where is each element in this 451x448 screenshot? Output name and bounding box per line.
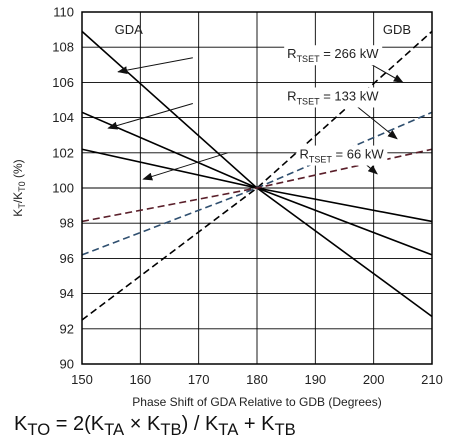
- y-tick-label: 104: [52, 110, 74, 125]
- x-tick-label: 160: [129, 372, 151, 387]
- y-tick-label: 102: [52, 145, 74, 160]
- y-tick-label: 92: [60, 321, 74, 336]
- formula-kta2: K: [204, 413, 219, 435]
- series-line: [81, 30, 433, 321]
- x-tick-label: 190: [304, 372, 326, 387]
- annotation-label: RTSET = 66 kW: [300, 147, 385, 165]
- annotation-arrow: [352, 103, 398, 140]
- formula-ktb: K: [146, 413, 161, 435]
- annotation-label-bg: [284, 45, 383, 66]
- formula-kto: K: [14, 413, 28, 435]
- formula-ktb2-sub: TB: [274, 420, 296, 439]
- annotation-arrow: [117, 57, 193, 75]
- annotation-arrow: [107, 103, 193, 130]
- y-tick-label: 110: [53, 5, 74, 20]
- x-axis-title: Phase Shift of GDA Relative to GDB (Degr…: [132, 395, 381, 409]
- annotations: RTSET = 266 kW RTSET = 133 kW RTSET = 66 k…: [107, 45, 404, 181]
- plot-frame: [81, 11, 433, 365]
- formula-times: ×: [124, 413, 147, 435]
- y-tick-label: 90: [60, 357, 74, 372]
- annotation-label: RTSET = 133 kW: [287, 88, 379, 106]
- y-tick-label: 98: [60, 216, 74, 231]
- x-tick-label: 170: [188, 372, 210, 387]
- y-tick-label: 94: [60, 286, 74, 301]
- formula-plus: +: [238, 413, 262, 435]
- y-tick-label: 108: [52, 40, 74, 55]
- formula-kta: K: [90, 413, 105, 435]
- formula: KTO = 2(KTA × KTB) / KTA + KTB: [14, 413, 296, 440]
- annotation-arrow: [142, 152, 228, 181]
- annotation-label-bg: [284, 87, 383, 108]
- x-tick-label: 210: [421, 372, 443, 387]
- region-label: GDB: [383, 22, 411, 37]
- annotation-label: RTSET = 266 kW: [287, 46, 379, 64]
- formula-eq: = 2(: [50, 413, 91, 435]
- region-label: GDA: [115, 22, 144, 37]
- region-labels: GDA GDB: [115, 22, 412, 37]
- x-tick-label: 200: [363, 372, 385, 387]
- y-tick-label: 96: [60, 251, 74, 266]
- formula-kta2-sub: TA: [218, 420, 239, 439]
- formula-close: ) /: [181, 413, 205, 435]
- x-tick-label: 150: [71, 372, 93, 387]
- y-tick-label: 100: [52, 181, 74, 196]
- formula-ktb-sub: TB: [160, 420, 182, 439]
- tick-labels: 150 160 170 180 190 200 210 90 92 94 96 98 100 102 104…: [52, 5, 443, 388]
- x-tick-label: 180: [246, 372, 268, 387]
- formula-kta-sub: TA: [104, 420, 125, 439]
- formula-kto-sub: TO: [27, 420, 51, 439]
- y-tick-label: 106: [52, 75, 74, 90]
- formula-ktb2: K: [261, 413, 275, 435]
- annotation-label-bg: [296, 145, 388, 166]
- y-axis-title: KT/KT0 (%): [11, 159, 27, 216]
